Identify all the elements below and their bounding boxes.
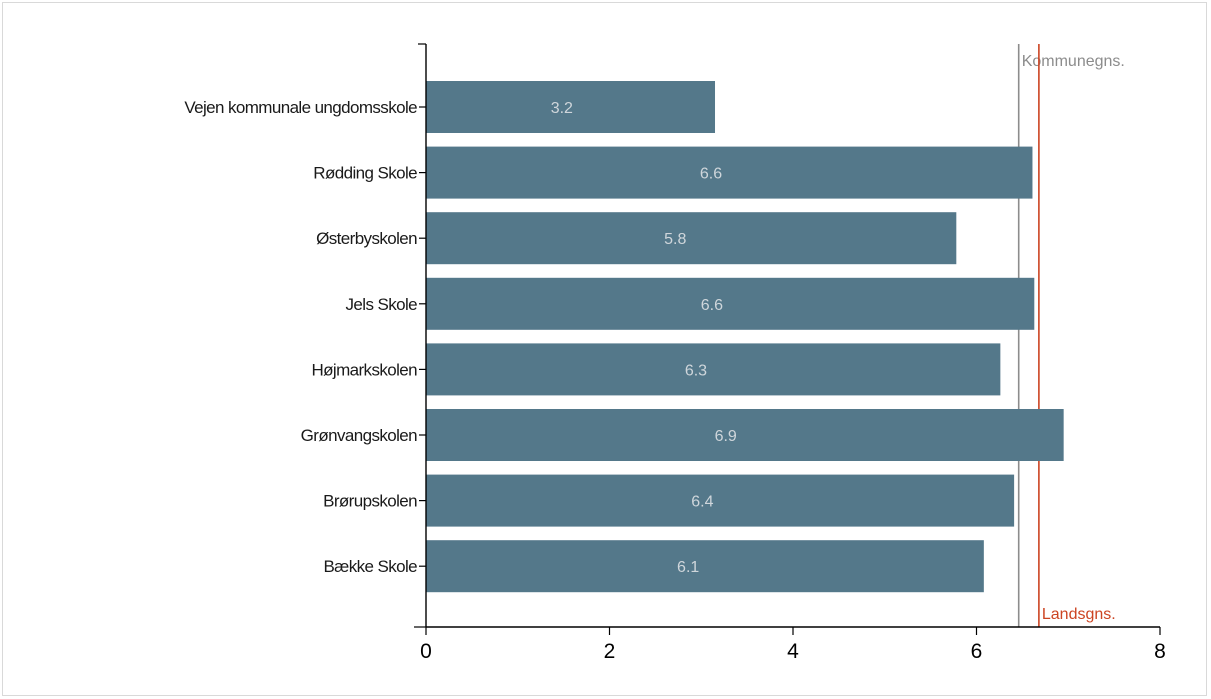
category-label: Rødding Skole	[313, 164, 417, 183]
category-label: Brørupskolen	[323, 492, 417, 511]
bar	[426, 81, 716, 133]
bar-value-label: 5.8	[664, 231, 686, 248]
x-tick-label: 0	[420, 640, 432, 663]
axes: Vejen kommunale ungdomsskole Rødding Skol…	[184, 43, 1166, 663]
bar	[426, 540, 984, 593]
category-label: Jels Skole	[346, 295, 418, 314]
bar-value-label: 6.3	[685, 362, 707, 379]
bars: 3.2 6.6 5.8 6.6 6.3 6.9 6.4 6.1	[426, 81, 1064, 593]
bar	[426, 146, 1033, 199]
category-label: Vejen kommunale ungdomsskole	[184, 98, 417, 117]
reference-line-label: Landsgns.	[1042, 606, 1116, 623]
bar-value-label: 3.2	[551, 100, 573, 117]
x-tick-label: 2	[604, 640, 616, 663]
category-label: Østerbyskolen	[316, 229, 417, 248]
x-tick-label: 6	[971, 640, 983, 663]
bar-value-label: 6.6	[701, 297, 723, 314]
category-label: Grønvangskolen	[301, 426, 417, 445]
bar	[426, 343, 1001, 396]
bar-value-label: 6.6	[700, 166, 722, 183]
category-label: Højmarkskolen	[311, 360, 417, 379]
reference-lines: Kommunegns. Landsgns.	[1017, 44, 1125, 627]
bar	[426, 409, 1064, 461]
bar-value-label: 6.9	[715, 428, 737, 445]
bar-value-label: 6.1	[677, 559, 699, 576]
category-label: Bække Skole	[323, 557, 417, 576]
bar-value-label: 6.4	[691, 494, 713, 511]
bar	[426, 474, 1015, 527]
bar	[426, 277, 1035, 330]
x-tick-label: 4	[787, 640, 799, 663]
x-tick-label: 8	[1154, 640, 1166, 663]
bar	[426, 212, 957, 265]
reference-line-label: Kommunegns.	[1022, 53, 1125, 70]
